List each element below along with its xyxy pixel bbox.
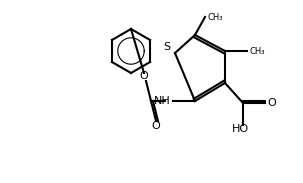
Text: CH₃: CH₃ <box>250 46 265 55</box>
Text: O: O <box>267 98 276 108</box>
Text: O: O <box>152 121 160 131</box>
Text: O: O <box>140 71 148 81</box>
Text: S: S <box>163 42 171 52</box>
Text: CH₃: CH₃ <box>208 12 224 21</box>
Text: HO: HO <box>231 124 248 134</box>
Text: NH: NH <box>154 96 171 106</box>
